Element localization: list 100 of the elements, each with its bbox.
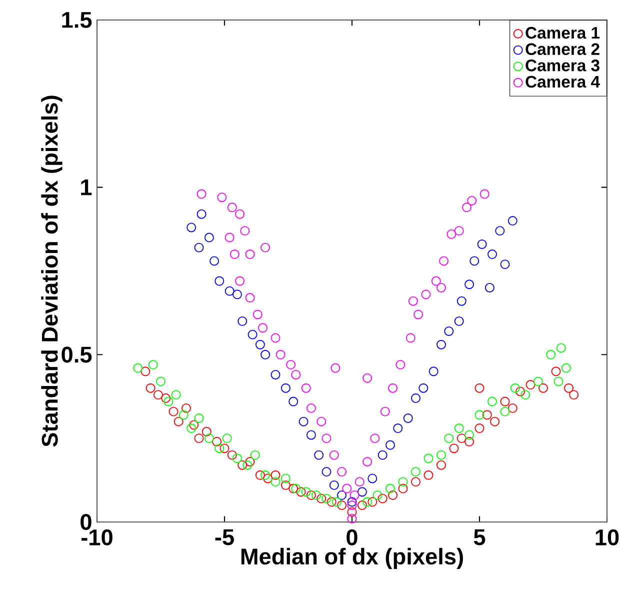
point [168,406,178,416]
point [232,290,242,300]
point [347,497,357,507]
point [418,383,428,393]
point [500,260,510,270]
point [314,450,324,460]
point [436,282,446,292]
point [232,454,242,464]
point [322,467,332,477]
point [393,424,403,434]
point [306,403,316,413]
point [474,424,484,434]
point [227,450,237,460]
point [255,470,265,480]
point [378,494,388,504]
x-tick-label: 10 [596,529,619,546]
point [238,316,248,326]
point [288,484,298,494]
point [488,250,497,259]
point [312,490,322,500]
point [270,370,280,380]
point [196,209,206,219]
point [362,457,372,466]
point [414,310,424,320]
point [245,457,255,466]
point [424,470,434,480]
point [510,383,520,393]
point [564,383,574,393]
point [342,484,352,494]
point [204,434,214,444]
point [464,280,474,290]
x-axis-title: Median of dx (pixels) [241,548,463,570]
point [252,310,262,320]
point [329,450,339,460]
legend-label: Camera 4 [526,76,600,88]
point [301,487,311,497]
point [202,426,212,436]
point [337,490,347,500]
point [464,430,474,440]
point [446,229,456,239]
point [516,386,526,396]
point [538,383,548,393]
point [337,467,347,477]
point [454,226,464,236]
point [242,460,252,470]
x-tick-label: 5 [474,529,486,546]
point [255,340,265,350]
point [248,330,258,340]
point [153,390,163,400]
point [194,434,204,444]
point [464,436,474,446]
point [500,396,510,406]
point [174,416,184,426]
point [260,350,270,360]
point [214,276,224,286]
point [362,373,372,383]
point [411,393,420,403]
point [554,376,564,386]
x-tick-label: 0 [346,529,358,546]
point [370,434,380,444]
point [411,467,420,477]
point [347,500,357,510]
point [220,444,230,454]
point [484,282,494,292]
point [316,494,326,504]
point [428,366,438,376]
point [182,403,191,413]
point [306,490,316,500]
point [362,497,372,507]
point [495,226,505,236]
point [286,360,296,370]
point [474,383,484,393]
point [337,500,347,510]
point [368,497,378,507]
y-tick-label: 0.5 [62,346,92,363]
point [238,460,248,470]
point [250,450,260,460]
point [350,490,360,500]
point [357,500,367,510]
point [189,420,199,430]
point [556,343,566,353]
y-tick-label: 1.5 [62,12,92,28]
point [146,383,156,393]
point [164,396,174,406]
point [436,340,446,350]
point [301,383,311,393]
point [326,497,336,507]
point [280,383,290,393]
point [280,480,290,490]
point [258,323,268,333]
point [378,450,388,460]
point [270,477,280,487]
point [240,226,250,236]
point [386,484,395,494]
x-tick-label: -10 [82,529,112,546]
point [270,470,280,480]
point [388,383,398,393]
point [500,406,510,416]
point [386,440,395,450]
point [561,363,571,373]
